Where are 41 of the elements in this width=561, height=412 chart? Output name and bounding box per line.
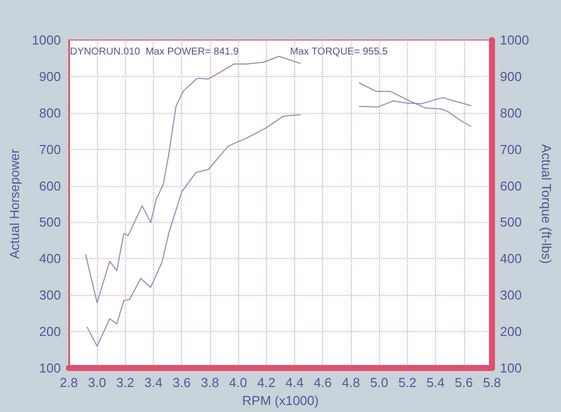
x-tick-label: 5.0 (370, 375, 388, 390)
y-tick-label: 100 (39, 360, 61, 376)
x-tick-label: 4.0 (229, 375, 248, 390)
y2-tick-label: 600 (500, 178, 522, 194)
y2-tick-label: 300 (500, 288, 522, 303)
y-tick-label: 1000 (32, 32, 61, 48)
x-tick-label: 5.8 (482, 375, 502, 390)
x-tick-label: 5.6 (454, 375, 473, 390)
x-tick-label: 5.2 (398, 375, 416, 390)
annotation: DYNORUN.010 Max POWER= 841.9 (70, 46, 240, 58)
y-tick-label: 700 (39, 142, 61, 157)
y2-tick-label: 200 (500, 324, 522, 340)
x-tick-label: 4.8 (342, 375, 360, 390)
y2-tick-label: 100 (500, 360, 522, 376)
x-tick-label: 3.2 (116, 375, 134, 390)
y2-tick-label: 1000 (500, 32, 529, 48)
x-tick-label: 4.6 (314, 375, 332, 390)
x-tick-label: 4.4 (285, 375, 304, 390)
x-tick-label: 3.8 (200, 375, 219, 390)
x-tick-label: 3.4 (144, 375, 162, 390)
y-tick-label: 800 (39, 105, 61, 120)
x-tick-label: 2.8 (60, 375, 78, 390)
y-tick-label: 400 (39, 251, 61, 266)
x-axis-title: RPM (x1000) (242, 393, 319, 408)
y-tick-label: 900 (39, 68, 61, 84)
y2-axis-title: Actual Torque (ft-lbs) (539, 144, 554, 264)
y2-tick-label: 700 (500, 142, 522, 157)
y2-tick-label: 400 (500, 251, 522, 266)
x-tick-label: 3.6 (172, 375, 191, 390)
x-tick-label: 5.4 (426, 375, 445, 390)
y2-tick-label: 800 (500, 105, 522, 120)
x-tick-label: 3.0 (88, 375, 106, 390)
y2-tick-label: 500 (500, 214, 522, 230)
y2-tick-label: 900 (500, 68, 522, 84)
y-tick-label: 500 (39, 214, 61, 230)
y-tick-label: 300 (39, 288, 61, 303)
y-tick-label: 200 (39, 324, 61, 340)
y-tick-label: 600 (39, 178, 61, 194)
y-axis-title: Actual Horsepower (7, 148, 22, 259)
x-tick-label: 4.2 (257, 375, 276, 390)
annotation: Max TORQUE= 955.5 (290, 46, 388, 58)
